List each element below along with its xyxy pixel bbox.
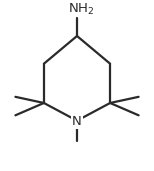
Text: N: N: [72, 115, 82, 128]
Text: NH$_2$: NH$_2$: [68, 2, 95, 17]
